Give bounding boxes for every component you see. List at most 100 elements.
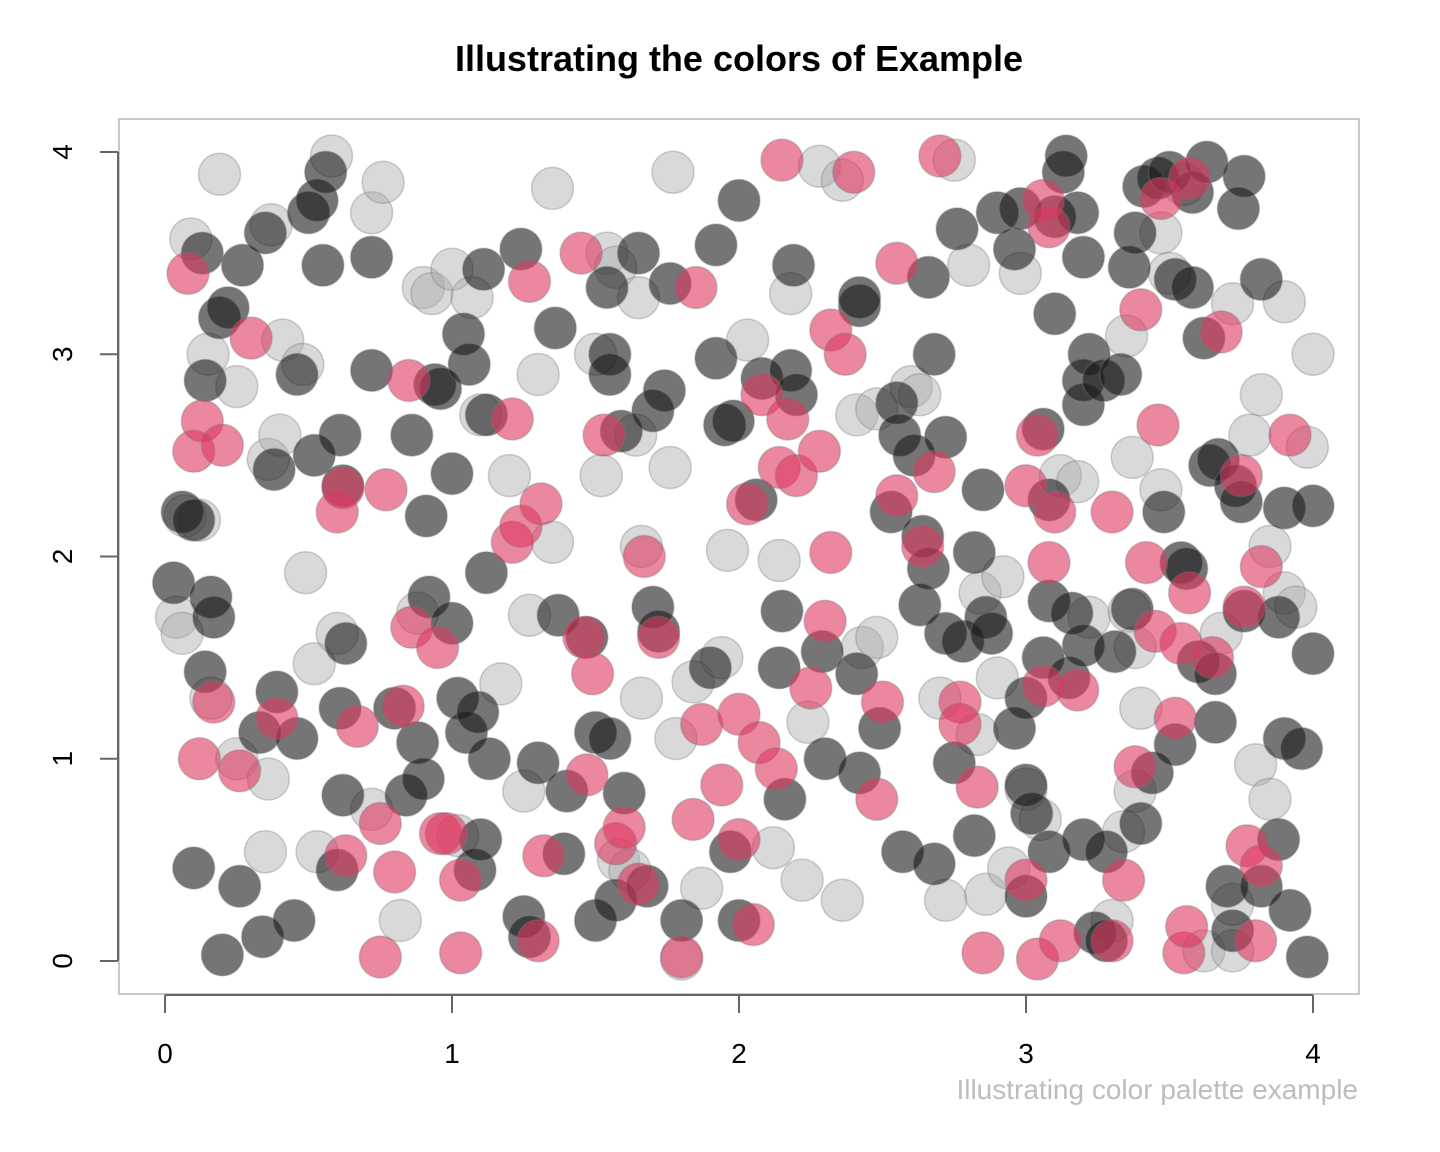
- scatter-point: [803, 599, 847, 643]
- scatter-point: [969, 611, 1014, 656]
- scatter-point: [192, 595, 236, 639]
- scatter-point: [820, 878, 865, 923]
- scatter-point: [875, 241, 919, 285]
- scatter-point: [1285, 935, 1330, 979]
- scatter-point: [1219, 453, 1264, 498]
- x-tick-label: 4: [1305, 1038, 1321, 1069]
- scatter-point: [900, 524, 945, 569]
- scatter-point: [636, 615, 681, 660]
- scatter-point: [1268, 888, 1312, 933]
- scatter-point: [229, 316, 273, 360]
- scatter-point: [243, 211, 288, 255]
- scatter-point: [1233, 743, 1278, 787]
- scatter-point: [424, 811, 469, 856]
- scatter-point: [725, 482, 770, 526]
- scatter-point: [516, 741, 560, 785]
- y-tick-label: 0: [47, 953, 78, 969]
- scatter-point: [272, 898, 316, 943]
- scatter-point: [1027, 205, 1071, 249]
- scatter-point: [200, 933, 245, 977]
- scatter-point: [565, 753, 609, 797]
- scatter-point: [1190, 635, 1235, 680]
- scatter-point: [1061, 235, 1106, 279]
- scatter-point: [1038, 919, 1083, 963]
- scatter-point: [324, 621, 368, 666]
- scatter-point: [694, 223, 738, 267]
- scatter-point: [220, 243, 265, 288]
- scatter-point: [197, 152, 242, 196]
- scatter-point: [358, 935, 403, 979]
- scatter-point: [1279, 726, 1324, 771]
- scatter-point: [1239, 844, 1284, 888]
- scatter-point: [585, 265, 629, 310]
- scatter-point: [616, 862, 661, 906]
- y-tick-label: 1: [47, 751, 78, 767]
- scatter-point: [177, 737, 222, 781]
- scatter-point: [447, 342, 491, 387]
- scatter-point: [1113, 745, 1157, 789]
- scatter-point: [981, 554, 1025, 599]
- scatter-point: [912, 842, 956, 886]
- scatter-point: [659, 898, 704, 943]
- scatter-point: [961, 468, 1005, 512]
- scatter-point: [588, 352, 632, 397]
- scatter-point: [1222, 585, 1266, 629]
- scatter-point: [467, 737, 512, 781]
- scatter-point: [1193, 700, 1238, 745]
- scatter-point: [321, 465, 365, 510]
- scatter-point: [832, 150, 876, 194]
- scatter-point: [410, 271, 454, 316]
- scatter-point: [243, 830, 288, 874]
- x-tick-label: 1: [444, 1038, 460, 1069]
- scatter-point: [479, 662, 523, 706]
- scatter-point: [1090, 490, 1134, 534]
- scatter-point: [923, 878, 968, 923]
- chart-caption: Illustrating color palette example: [956, 1074, 1358, 1105]
- scatter-point: [766, 397, 810, 441]
- scatter-point: [757, 538, 801, 583]
- scatter-point: [579, 453, 623, 498]
- scatter-point: [1248, 777, 1292, 821]
- scatter-point: [855, 777, 899, 821]
- scatter-point: [387, 358, 431, 403]
- scatter-point: [562, 615, 606, 660]
- scatter-point: [659, 935, 704, 979]
- scatter-point: [711, 399, 756, 443]
- scatter-point: [1119, 801, 1163, 846]
- scatter-point: [430, 451, 474, 496]
- scatter-point: [1004, 463, 1048, 508]
- scatter-point: [935, 207, 979, 251]
- scatter-point: [519, 482, 563, 526]
- scatter-point: [754, 747, 799, 791]
- scatter-point: [335, 704, 380, 749]
- scatter-point: [1032, 490, 1077, 534]
- scatter-point: [1113, 211, 1157, 255]
- scatter-point: [487, 453, 532, 498]
- scatter-point: [780, 858, 824, 902]
- scatter-point: [1167, 156, 1212, 201]
- scatter-point: [918, 134, 962, 178]
- scatter-point: [401, 265, 446, 310]
- scatter-point: [588, 716, 632, 761]
- scatter-point: [255, 696, 299, 741]
- scatter-point: [364, 468, 408, 512]
- scatter-point: [912, 332, 956, 377]
- scatter-point: [952, 530, 997, 575]
- scatter-point: [283, 550, 328, 595]
- scatter-point: [530, 166, 575, 211]
- y-tick-label: 4: [47, 144, 78, 160]
- scatter-point: [381, 684, 425, 728]
- scatter-point: [1004, 858, 1048, 902]
- scatter-point: [1167, 571, 1212, 615]
- scatter-point: [1136, 403, 1180, 447]
- scatter-point: [292, 641, 336, 686]
- scatter-point: [438, 931, 483, 975]
- scatter-point: [622, 534, 667, 579]
- scatter-point: [217, 864, 262, 908]
- scatter-point: [717, 817, 761, 862]
- scatter-point: [378, 898, 423, 943]
- scatter-point: [717, 178, 761, 223]
- chart-title: Illustrating the colors of Example: [454, 38, 1024, 79]
- scatter-point: [1032, 292, 1077, 336]
- scatter-point: [1291, 332, 1335, 377]
